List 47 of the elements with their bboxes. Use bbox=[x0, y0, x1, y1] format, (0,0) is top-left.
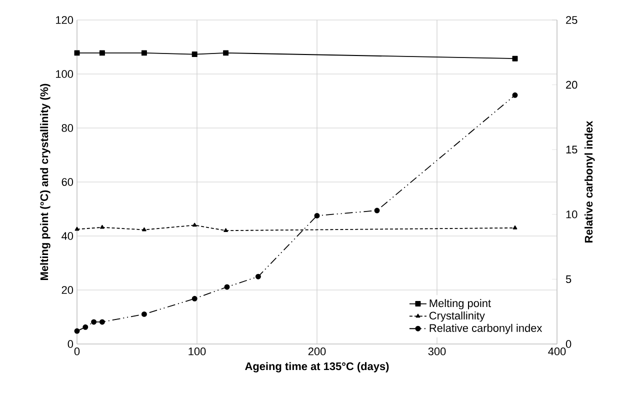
y2-tick-label: 15 bbox=[566, 146, 578, 154]
point bbox=[512, 56, 518, 62]
point bbox=[192, 296, 198, 302]
legend-label: Crystallinity bbox=[429, 311, 485, 322]
y-axis-title: Melting point (°C) and crystallinity (%) bbox=[40, 84, 50, 280]
point bbox=[314, 212, 320, 218]
point bbox=[512, 92, 518, 98]
y2-axis-title: Relative carbonyl index bbox=[584, 120, 595, 242]
y2-tick-label: 25 bbox=[566, 16, 578, 24]
point bbox=[100, 224, 104, 229]
y-tick-label: 60 bbox=[62, 178, 74, 186]
x-tick-label: 0 bbox=[74, 348, 80, 356]
y-tick-label: 100 bbox=[56, 70, 74, 78]
point bbox=[192, 222, 197, 227]
x-tick-label: 100 bbox=[188, 348, 206, 356]
point bbox=[99, 50, 105, 56]
point bbox=[223, 50, 229, 56]
y-tick-label: 40 bbox=[62, 232, 74, 240]
legend-label: Melting point bbox=[430, 299, 491, 310]
x-axis-title: Ageing time at 135°C (days) bbox=[245, 362, 389, 372]
y-tick-label: 80 bbox=[62, 124, 74, 132]
legend-label: Relative carbonyl index bbox=[430, 324, 542, 334]
point bbox=[374, 208, 380, 214]
y2-tick-label: 5 bbox=[566, 275, 572, 284]
y2-tick-label: 0 bbox=[566, 340, 572, 348]
x-tick-label: 300 bbox=[428, 348, 446, 356]
point bbox=[74, 50, 80, 56]
x-tick-label: 200 bbox=[308, 348, 326, 356]
y-tick-label: 20 bbox=[62, 286, 74, 294]
point bbox=[74, 328, 80, 334]
point bbox=[142, 227, 146, 232]
point bbox=[224, 284, 230, 290]
y2-tick-label: 10 bbox=[566, 210, 578, 218]
y2-tick-label: 20 bbox=[566, 80, 578, 89]
point bbox=[91, 319, 97, 325]
point bbox=[99, 319, 105, 325]
point bbox=[224, 228, 228, 232]
point bbox=[192, 52, 198, 58]
point bbox=[82, 324, 88, 330]
point bbox=[141, 311, 147, 317]
y-tick-label: 0 bbox=[68, 340, 74, 348]
x-tick-label: 400 bbox=[548, 348, 566, 356]
y-tick-label: 120 bbox=[56, 16, 74, 24]
point bbox=[512, 225, 518, 230]
point bbox=[74, 226, 80, 231]
point bbox=[255, 274, 261, 280]
point bbox=[141, 50, 147, 56]
